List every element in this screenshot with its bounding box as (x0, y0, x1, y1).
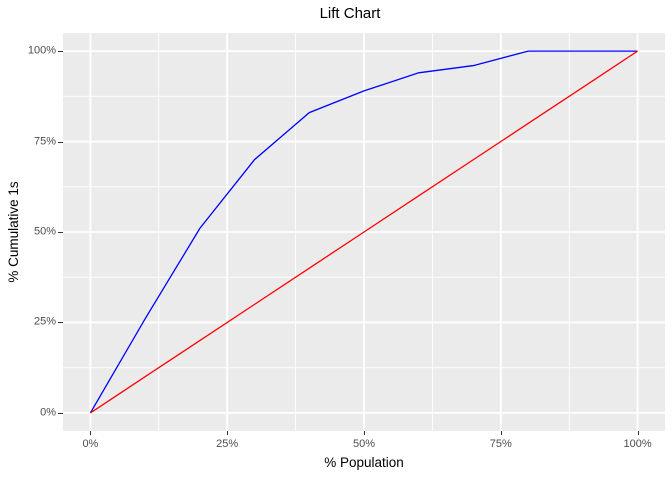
y-tick-label: 50% (33, 225, 56, 238)
x-tick-mark (227, 431, 229, 435)
y-tick-label: 25% (33, 315, 56, 328)
y-axis-title: % Cumulative 1s (6, 181, 21, 283)
y-tick-mark (58, 51, 63, 53)
cumulative-lift-curve-line (89, 50, 638, 414)
x-tick-mark (364, 431, 365, 435)
y-tick-label: 0% (40, 406, 56, 419)
chart-title: Lift Chart (319, 5, 381, 22)
y-tick-label: 75% (33, 135, 56, 148)
plot-area-svg (63, 33, 665, 431)
x-tick-mark (90, 431, 92, 435)
x-axis-title: % Population (324, 455, 404, 470)
x-tick-label: 0% (82, 438, 99, 450)
plot-panel (63, 33, 665, 431)
x-tick-label: 100% (623, 438, 652, 450)
x-tick-label: 75% (489, 438, 512, 450)
y-tick-label: 100% (27, 44, 56, 57)
x-tick-label: 25% (216, 438, 239, 450)
y-tick-mark (58, 141, 63, 143)
random-baseline-line (90, 50, 638, 414)
y-tick-mark (58, 232, 63, 233)
y-tick-mark (58, 322, 63, 324)
x-tick-mark (500, 431, 502, 435)
y-tick-mark (58, 412, 63, 414)
x-tick-mark (637, 431, 639, 435)
x-tick-label: 50% (352, 438, 376, 450)
